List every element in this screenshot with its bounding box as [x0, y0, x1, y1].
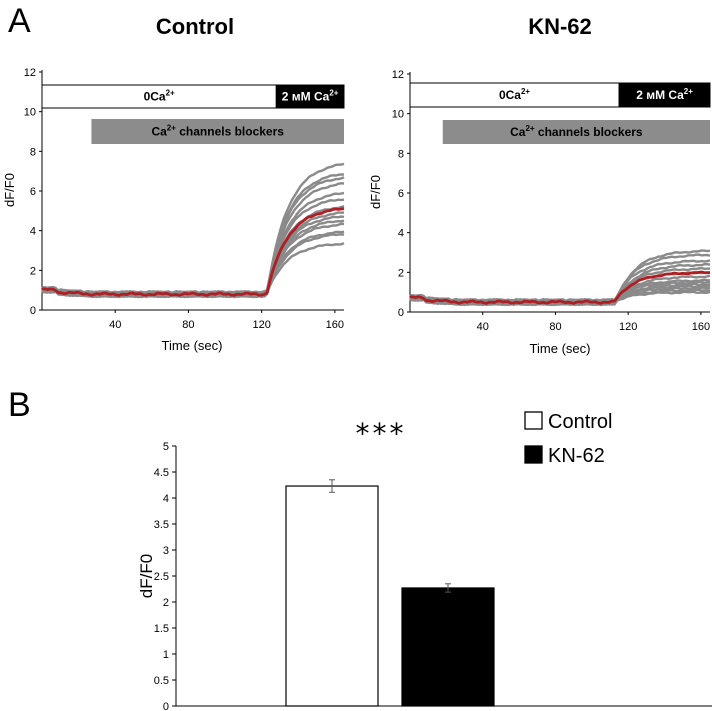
control-x-tick-label: 40 — [109, 319, 121, 331]
control-y-tick-label: 4 — [30, 226, 36, 238]
control-y-tick-label: 12 — [24, 67, 36, 79]
control-cell-trace — [41, 242, 345, 297]
control-y-axis-label: dF/F0 — [2, 173, 17, 207]
kn62-calcium-bar — [618, 82, 711, 108]
significance-marker: *** — [356, 417, 407, 450]
summary-y-tick-label: 0.5 — [154, 675, 169, 687]
control-x-tick-label: 120 — [252, 319, 270, 331]
control-line-chart: Control Time (sec) dF/F0 0 2 4 6 8 10 12 40 80 12… — [2, 14, 345, 353]
summary-y-axis-label: dF/F0 — [137, 554, 156, 598]
kn62-x-axis-label: Time (sec) — [530, 341, 591, 356]
panel-a-letter: A — [8, 2, 31, 40]
legend-swatch-kn62 — [524, 445, 543, 464]
kn62-x-tick-label: 40 — [477, 321, 489, 333]
kn62-title: KN-62 — [528, 14, 592, 39]
control-cell-trace — [41, 198, 345, 295]
summary-y-tick-label: 2.5 — [154, 571, 169, 583]
kn62-y-tick-label: 2 — [398, 267, 404, 279]
control-y-tick-label: 0 — [30, 305, 36, 317]
summary-bar-chart: dF/F0 *** Control KN-62 0 0.5 1 1.5 2 2.5 3 3.5… — [137, 411, 712, 711]
control-x-tick-label: 80 — [182, 319, 194, 331]
control-x-tick-label: 160 — [326, 319, 344, 331]
kn62-x-tick-label: 120 — [619, 321, 637, 333]
kn62-x-tick-label: 160 — [692, 321, 710, 333]
control-title: Control — [156, 14, 234, 39]
panel-b-letter: B — [8, 386, 31, 424]
control-y-tick-label: 8 — [30, 146, 36, 158]
kn62-blocker-bar — [442, 120, 710, 144]
legend-label-kn62: KN-62 — [548, 445, 605, 467]
kn62-x-tick-label: 80 — [549, 321, 561, 333]
kn62-y-tick-label: 6 — [398, 188, 404, 200]
control-y-tick-label: 6 — [30, 186, 36, 198]
summary-y-tick-label: 2 — [163, 597, 169, 609]
summary-y-tick-label: 3.5 — [154, 519, 169, 531]
kn62-y-tick-label: 10 — [392, 109, 404, 121]
summary-y-tick-label: 4 — [163, 493, 169, 505]
control-blocker-bar — [91, 119, 344, 144]
kn62-line-chart: KN-62 Time (sec) dF/F0 0 2 4 6 8 10 12 40 80 120 1… — [368, 14, 711, 356]
kn62-y-tick-label: 12 — [392, 69, 404, 81]
kn62-calcium-label: 2 мМ Ca2+ — [636, 87, 693, 102]
summary-y-tick-label: 1 — [163, 649, 169, 661]
kn62-y-tick-label: 0 — [398, 307, 404, 319]
summary-y-tick-label: 1.5 — [154, 623, 169, 635]
legend-swatch-control — [524, 411, 543, 430]
bar-control — [285, 485, 379, 707]
summary-y-tick-label: 4.5 — [154, 467, 169, 479]
summary-y-tick-label: 3 — [163, 545, 169, 557]
control-calcium-label: 2 мМ Ca2+ — [282, 89, 339, 104]
kn62-y-tick-label: 4 — [398, 228, 404, 240]
summary-y-tick-label: 0 — [163, 701, 169, 711]
control-mean-trace — [42, 207, 345, 297]
kn62-y-axis-label: dF/F0 — [368, 175, 383, 209]
control-cell-trace — [41, 219, 345, 299]
legend-label-control: Control — [548, 411, 612, 433]
control-y-tick-label: 2 — [30, 265, 36, 277]
control-cell-trace — [41, 230, 345, 295]
kn62-cell-trace — [409, 259, 711, 304]
kn62-zero-calcium-bar — [409, 82, 620, 108]
bar-kn-62 — [401, 587, 495, 707]
summary-y-tick-label: 5 — [163, 441, 169, 453]
kn62-y-tick-label: 8 — [398, 148, 404, 160]
control-calcium-bar — [275, 84, 345, 109]
kn62-mean-trace — [409, 270, 711, 305]
kn62-blocker-label: Ca2+ channels blockers — [510, 124, 643, 139]
control-y-tick-label: 10 — [24, 107, 36, 119]
control-x-axis-label: Time (sec) — [162, 338, 223, 353]
control-blocker-label: Ca2+ channels blockers — [151, 124, 284, 139]
